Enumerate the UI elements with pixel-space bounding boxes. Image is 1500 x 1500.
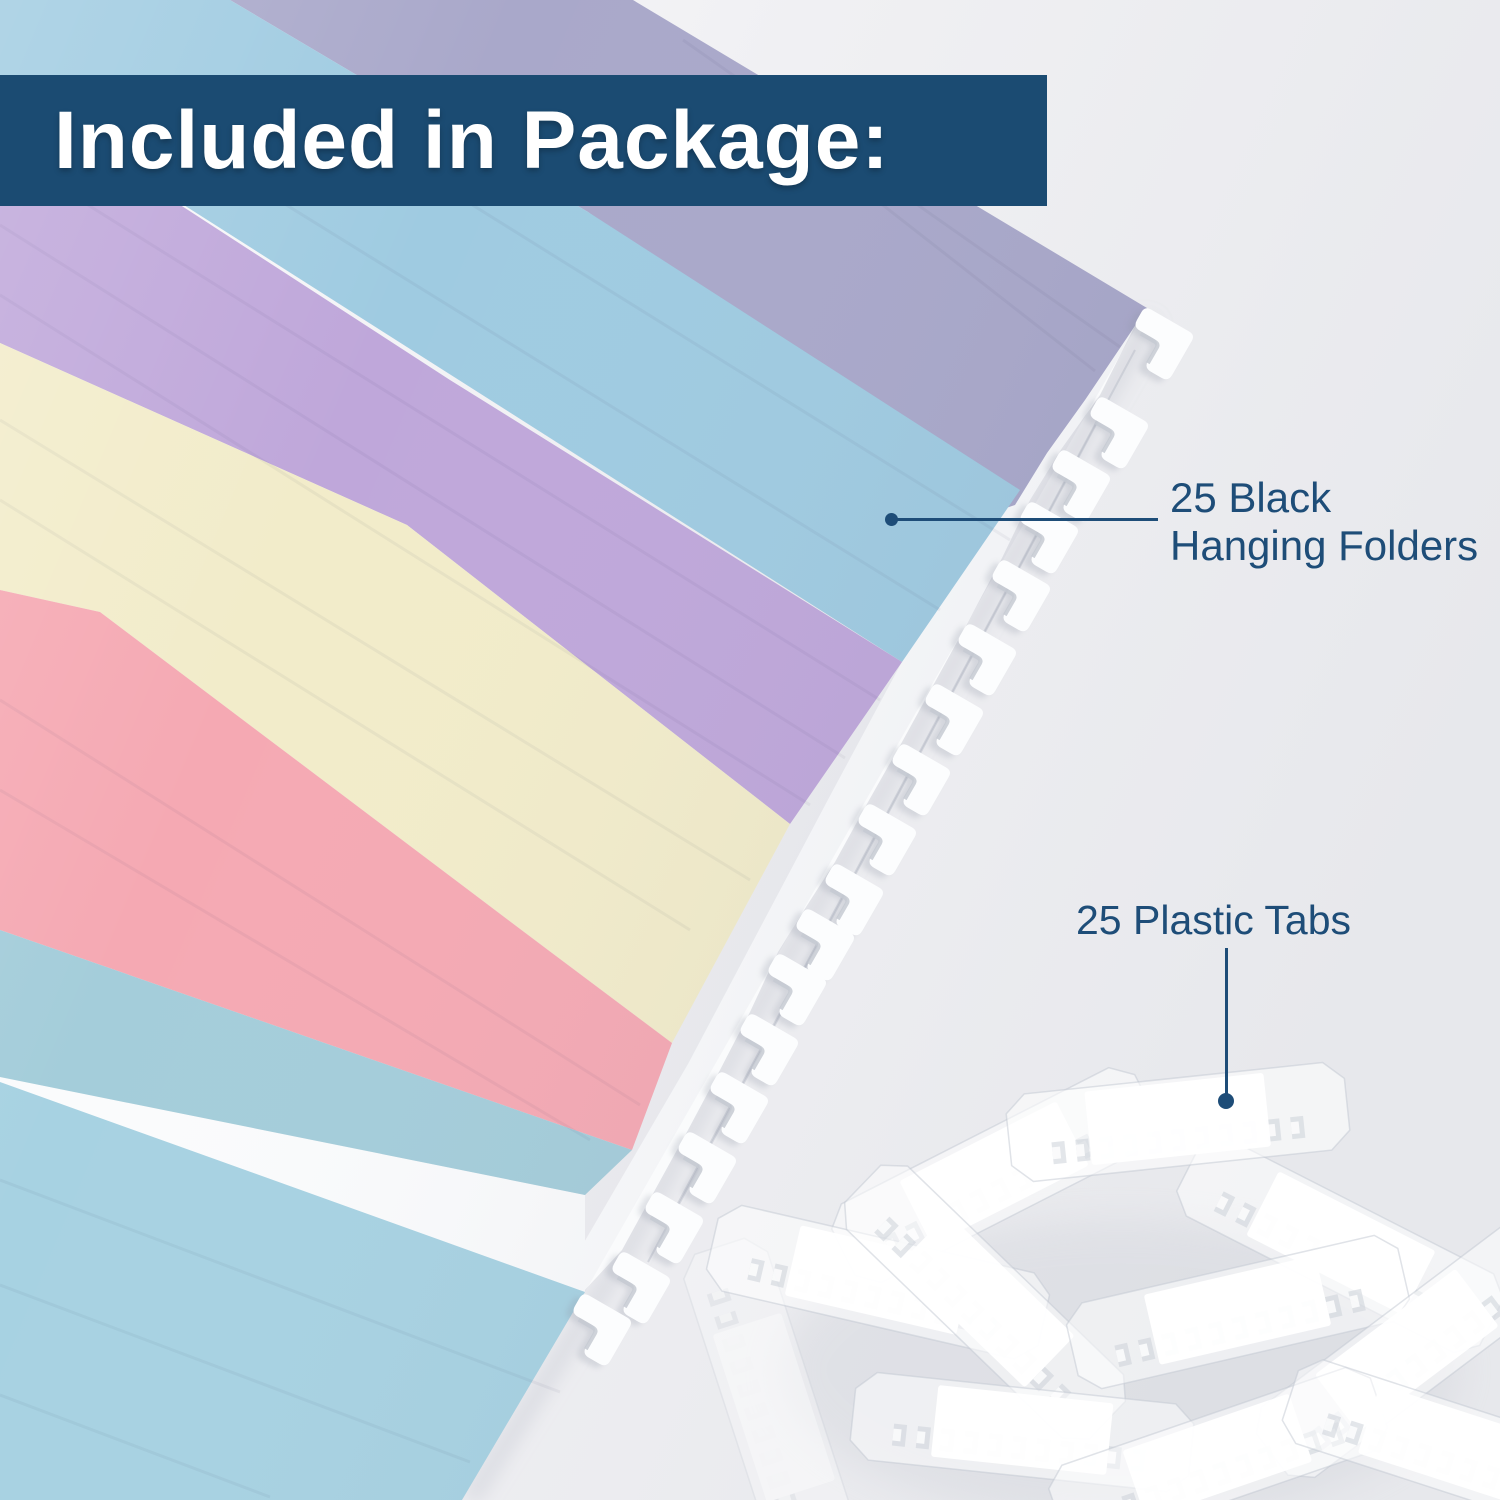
folder-stack: [0, 0, 1147, 1500]
plastic-tab: [701, 1200, 1055, 1364]
tabs-leader-line: [1225, 948, 1228, 1098]
plastic-tab: [1061, 1230, 1415, 1394]
folders-label-line1: 25 Black: [1170, 474, 1332, 521]
plastic-tab: [676, 1231, 868, 1500]
folders-callout-label: 25 Black Hanging Folders: [1170, 474, 1478, 570]
title-banner: Included in Package:: [0, 75, 1047, 206]
stack-shading: [0, 0, 1147, 1500]
tabs-callout-dot: [1218, 1093, 1234, 1109]
plastic-tab: [847, 1369, 1197, 1495]
tabs-callout-label: 25 Plastic Tabs: [1076, 897, 1352, 943]
plastic-tabs-pile: [676, 1057, 1500, 1500]
plastic-tab: [831, 1151, 1139, 1453]
folders-leader-line: [896, 518, 1158, 521]
banner-title: Included in Package:: [54, 94, 890, 186]
folders-callout-dot: [885, 513, 898, 526]
plastic-tab: [1042, 1360, 1394, 1500]
folders-label-line2: Hanging Folders: [1170, 522, 1479, 569]
